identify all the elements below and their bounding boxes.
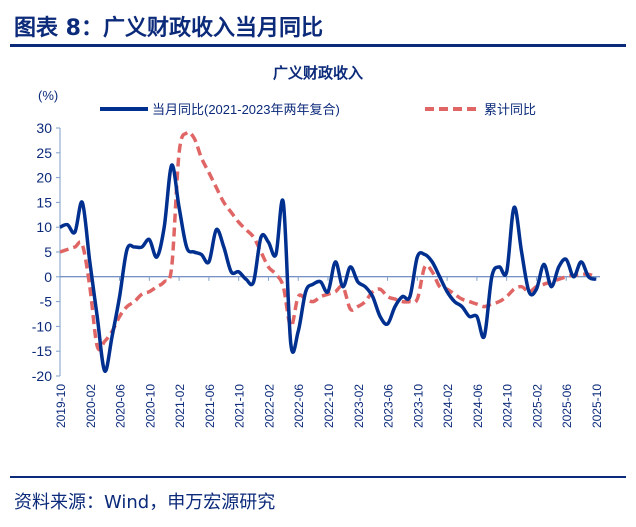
x-tick-label: 2022-10 [322, 384, 336, 428]
legend-label-cumulative: 累计同比 [484, 102, 536, 117]
y-tick-label: 30 [36, 120, 52, 136]
x-tick-label: 2022-02 [262, 384, 276, 428]
y-axis-unit: (%) [38, 88, 58, 103]
y-tick-label: 10 [36, 219, 52, 235]
legend: 当月同比(2021-2023年两年复合) 累计同比 [100, 102, 536, 117]
y-tick-label: -20 [32, 368, 52, 384]
x-tick-label: 2020-06 [114, 384, 128, 428]
y-tick-label: 25 [36, 145, 52, 161]
x-tick-label: 2022-06 [292, 384, 306, 428]
source-note: 资料来源：Wind，申万宏源研究 [14, 492, 276, 513]
y-tick-label: 5 [44, 244, 52, 260]
x-tick-label: 2021-10 [233, 384, 247, 428]
chart-title: 广义财政收入 [273, 64, 363, 82]
y-tick-label: -10 [32, 318, 52, 334]
y-tick-label: -15 [32, 343, 52, 359]
x-tick-label: 2021-02 [173, 384, 187, 428]
figure-title: 图表 8：广义财政收入当月同比 [14, 16, 323, 41]
x-tick-label: 2024-02 [441, 384, 455, 428]
x-tick-label: 2021-06 [203, 384, 217, 428]
x-tick-label: 2024-06 [471, 384, 485, 428]
y-tick-label: 0 [44, 269, 52, 285]
x-tick-label: 2023-02 [352, 384, 366, 428]
x-tick-label: 2019-10 [54, 384, 68, 428]
x-tick-label: 2020-02 [84, 384, 98, 428]
chart: 广义财政收入 (%) 当月同比(2021-2023年两年复合) 累计同比 30 2… [32, 64, 604, 428]
y-tick-label: -5 [40, 294, 53, 310]
legend-label-monthly: 当月同比(2021-2023年两年复合) [152, 102, 340, 117]
series-line-monthly [59, 163, 597, 373]
x-tick-label: 2023-06 [382, 384, 396, 428]
x-tick-label: 2025-06 [560, 384, 574, 428]
x-tick-label: 2025-10 [590, 384, 604, 428]
x-tick-label: 2023-10 [411, 384, 425, 428]
x-tick-label: 2020-10 [143, 384, 157, 428]
series-line-cumulative [59, 130, 597, 352]
x-tick-label: 2024-10 [501, 384, 515, 428]
y-tick-label: 15 [36, 194, 52, 210]
y-tick-label: 20 [36, 170, 52, 186]
source-rule [10, 476, 626, 478]
title-rule [10, 44, 626, 47]
x-tick-label: 2025-02 [530, 384, 544, 428]
